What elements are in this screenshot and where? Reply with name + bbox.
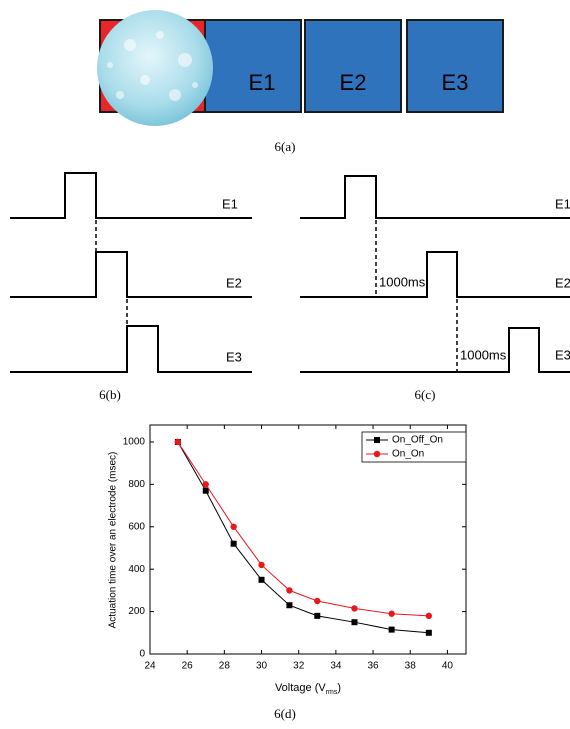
x-axis-label-sub: rms	[326, 689, 338, 696]
x-tick-label: 40	[442, 661, 454, 672]
legend-marker	[374, 437, 380, 443]
x-tick-label: 38	[405, 661, 417, 672]
waveform	[10, 326, 252, 372]
data-point	[389, 627, 395, 633]
y-tick-label: 600	[128, 521, 145, 532]
x-tick-label: 36	[367, 661, 379, 672]
data-point	[258, 562, 264, 568]
caption: 6(a)	[275, 139, 296, 154]
caption: 6(b)	[99, 387, 121, 402]
data-point	[314, 598, 320, 604]
data-point	[351, 619, 357, 625]
y-tick-label: 1000	[123, 437, 146, 448]
x-tick-label: 28	[219, 661, 231, 672]
data-point	[388, 611, 394, 617]
electrode-label: E1	[249, 70, 276, 95]
x-tick-label: 26	[182, 661, 194, 672]
waveform	[10, 173, 252, 218]
droplet	[97, 10, 213, 126]
waveform	[300, 252, 570, 297]
x-tick-label: 30	[256, 661, 268, 672]
y-tick-label: 400	[128, 564, 145, 575]
caption: 6(c)	[415, 387, 436, 402]
data-point	[203, 481, 209, 487]
y-tick-label: 800	[128, 479, 145, 490]
data-point	[203, 488, 209, 494]
x-tick-label: 34	[330, 661, 342, 672]
electrode	[305, 20, 401, 112]
x-tick-label: 32	[293, 661, 305, 672]
data-point	[314, 613, 320, 619]
waveform	[300, 176, 570, 218]
timing-diagram-b: E1 E2 E3	[10, 173, 252, 372]
data-point	[231, 541, 237, 547]
electrode	[205, 20, 301, 112]
wave-label: E1	[555, 196, 570, 211]
y-tick-label: 200	[128, 606, 145, 617]
caption: 6(d)	[274, 706, 296, 721]
data-point	[426, 613, 432, 619]
waveform	[10, 252, 252, 297]
figure: E1 E2 E3 6(a) E1 E2 E3 6(b) E1 E2 E3 100…	[0, 0, 570, 729]
data-point	[259, 577, 265, 583]
x-tick-label: 24	[144, 661, 156, 672]
data-point	[286, 587, 292, 593]
wave-label: E2	[226, 275, 242, 290]
delay-label: 1000ms	[379, 274, 426, 289]
wave-label: E3	[226, 349, 242, 364]
data-point	[230, 524, 236, 530]
waveform	[300, 328, 570, 372]
delay-label: 1000ms	[460, 347, 507, 362]
x-axis-label-end: )	[337, 682, 341, 694]
x-axis-label-text: Voltage (V	[275, 682, 326, 694]
data-point	[175, 439, 181, 445]
wave-label: E3	[555, 347, 570, 362]
electrode-array: E1 E2 E3	[97, 10, 503, 126]
chart: Actuation time over an electrode (msec) …	[108, 425, 466, 696]
legend-label: On_On	[392, 449, 424, 460]
electrode-label: E2	[340, 70, 367, 95]
legend-marker	[374, 451, 380, 457]
x-axis-label: Voltage (Vrms)	[275, 682, 341, 696]
timing-diagram-c: E1 E2 E3 1000ms 1000ms	[300, 176, 570, 372]
electrode	[407, 20, 503, 112]
wave-label: E2	[555, 275, 570, 290]
data-point	[286, 602, 292, 608]
series-line	[178, 442, 429, 616]
y-axis-label: Actuation time over an electrode (msec)	[108, 452, 119, 629]
series-line	[178, 442, 429, 633]
legend-label: On_Off_On	[392, 435, 443, 446]
wave-label: E1	[222, 196, 238, 211]
electrode-label: E3	[442, 70, 469, 95]
data-point	[426, 630, 432, 636]
data-point	[351, 605, 357, 611]
y-tick-label: 0	[139, 649, 145, 660]
